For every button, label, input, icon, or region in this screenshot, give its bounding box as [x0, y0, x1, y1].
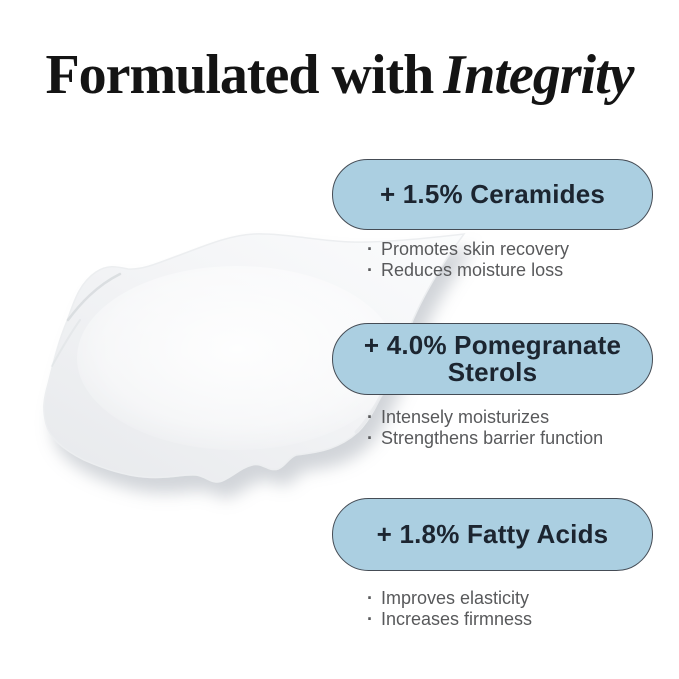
benefit-text: Improves elasticity [381, 588, 530, 608]
cream-crease [66, 272, 122, 322]
bullet-dot-icon: · [367, 239, 373, 259]
cream-crease-faint [51, 319, 81, 367]
page-title: Formulated with Integrity [0, 47, 679, 103]
ingredient-pill: + 1.5% Ceramides [332, 159, 653, 230]
ingredient-pill: + 4.0% Pomegranate Sterols [332, 323, 653, 395]
benefit-list: · Promotes skin recovery · Reduces moist… [367, 239, 653, 281]
title-regular-text: Formulated with [45, 44, 434, 106]
benefit-text: Strengthens barrier function [381, 428, 604, 448]
benefit-item: · Intensely moisturizes [367, 407, 653, 428]
title-italic-text: Integrity [443, 44, 634, 106]
benefit-text: Increases firmness [381, 609, 533, 629]
benefit-item: · Improves elasticity [367, 588, 653, 609]
benefit-list: · Improves elasticity · Increases firmne… [367, 588, 653, 630]
benefit-list: · Intensely moisturizes · Strengthens ba… [367, 407, 653, 449]
bullet-dot-icon: · [367, 588, 373, 608]
bullet-dot-icon: · [367, 407, 373, 427]
bullet-dot-icon: · [367, 260, 373, 280]
bullet-dot-icon: · [367, 609, 373, 629]
ingredient-pill: + 1.8% Fatty Acids [332, 498, 653, 571]
ingredient-card-pomegranate-sterols: + 4.0% Pomegranate Sterols · Intensely m… [332, 323, 653, 449]
benefit-item: · Strengthens barrier function [367, 428, 653, 449]
ingredient-card-ceramides: + 1.5% Ceramides · Promotes skin recover… [332, 159, 653, 281]
benefit-text: Promotes skin recovery [381, 239, 570, 259]
benefit-item: · Promotes skin recovery [367, 239, 653, 260]
benefit-item: · Reduces moisture loss [367, 260, 653, 281]
cream-swatch-image [43, 233, 466, 483]
benefit-item: · Increases firmness [367, 609, 653, 630]
bullet-dot-icon: · [367, 428, 373, 448]
ingredient-heading: + 1.5% Ceramides [379, 179, 606, 209]
benefit-text: Reduces moisture loss [381, 260, 564, 280]
ingredient-card-fatty-acids: + 1.8% Fatty Acids · Improves elasticity… [332, 498, 653, 630]
cream-blob [43, 233, 466, 483]
ingredient-heading: + 1.8% Fatty Acids [376, 519, 609, 549]
ingredient-heading: + 4.0% Pomegranate Sterols [363, 330, 622, 387]
benefit-text: Intensely moisturizes [381, 407, 550, 427]
